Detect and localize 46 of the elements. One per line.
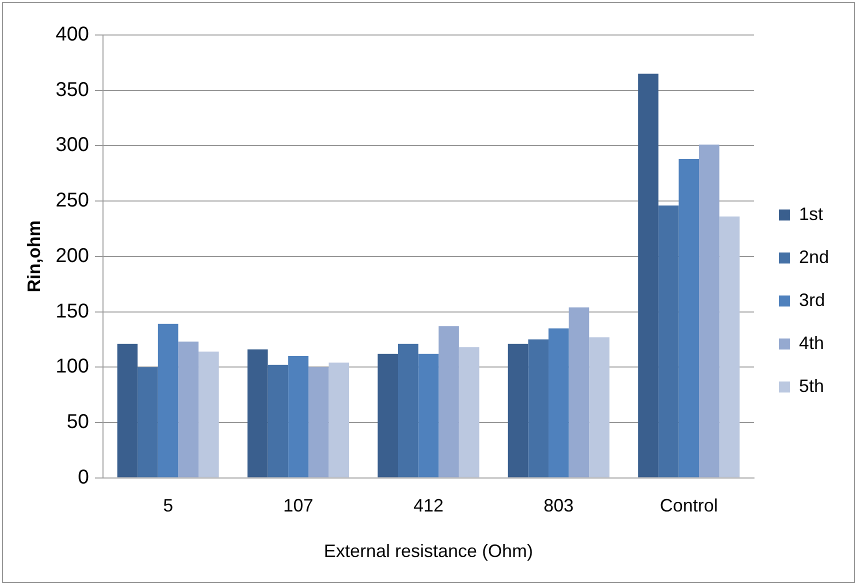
bar — [117, 344, 138, 478]
x-tick-label: 803 — [544, 496, 574, 516]
legend-label: 5th — [798, 376, 824, 396]
bar — [638, 74, 658, 478]
bar — [678, 158, 700, 478]
bar — [699, 144, 720, 478]
bar — [418, 354, 439, 478]
bar — [568, 307, 590, 478]
y-tick-label: 400 — [56, 24, 89, 46]
y-axis-title: Rin,ohm — [24, 220, 44, 292]
bar — [398, 344, 418, 478]
y-tick-label: 350 — [56, 78, 89, 101]
x-axis-title: External resistance (Ohm) — [324, 541, 534, 562]
bar — [658, 205, 679, 478]
bar — [378, 354, 398, 478]
y-tick-label: 50 — [66, 410, 89, 433]
x-tick-label: Control — [660, 496, 718, 516]
x-tick-label: 5 — [163, 496, 174, 516]
legend-label: 1st — [798, 204, 823, 224]
bar — [247, 349, 268, 478]
y-tick-label: 200 — [56, 244, 89, 267]
bar — [198, 352, 219, 478]
bar — [438, 326, 459, 478]
y-tick-label: 250 — [56, 190, 89, 212]
bar — [719, 216, 740, 478]
bar — [528, 339, 549, 478]
bar — [138, 367, 158, 478]
y-tick-label: 150 — [56, 300, 89, 322]
legend-label: 4th — [798, 332, 824, 353]
y-tick-label: 300 — [56, 134, 89, 156]
x-tick-label: 412 — [413, 496, 444, 516]
bar — [288, 356, 308, 478]
bar — [589, 337, 610, 478]
y-tick-label: 100 — [56, 356, 89, 378]
bar — [328, 362, 350, 478]
bar — [158, 324, 178, 478]
bar — [178, 342, 199, 478]
bar — [508, 344, 528, 478]
bar — [268, 364, 288, 478]
legend-label: 3rd — [798, 290, 825, 310]
y-tick-label: 0 — [78, 466, 89, 488]
legend-label: 2nd — [798, 246, 830, 267]
x-tick-label: 107 — [283, 496, 314, 516]
bar — [458, 347, 480, 478]
bar — [548, 328, 569, 478]
bar — [308, 367, 329, 478]
